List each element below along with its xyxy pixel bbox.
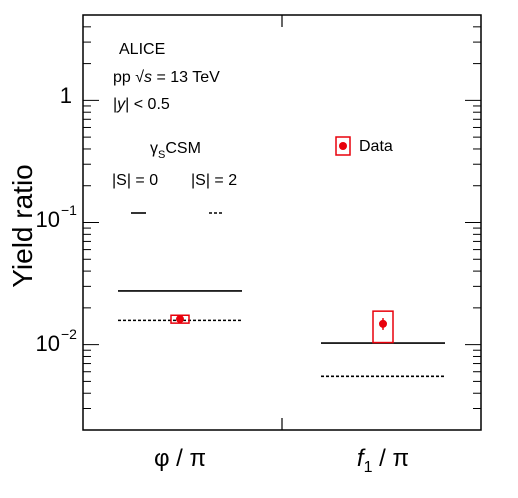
axis-ticks-group [83, 14, 481, 431]
model-lines-group [118, 290, 445, 378]
model-s0-label: |S| = 0 [112, 172, 158, 189]
y-tick-exp-0.01: −2 [61, 326, 77, 342]
experiment-label: ALICE [119, 41, 165, 58]
rapidity-label: |y| < 0.5 [113, 96, 170, 113]
y-tick-label-0.1: 10 [36, 207, 60, 232]
data-sys-box-1 [372, 310, 394, 344]
data-legend-box [335, 136, 351, 156]
x-category-label-f1: f1 / π [357, 445, 409, 476]
data-legend-label: Data [359, 138, 393, 155]
model-label: γSCSM [150, 140, 201, 161]
y-tick-label-1: 1 [60, 83, 72, 108]
model-s2-label: |S| = 2 [191, 172, 237, 189]
y-tick-exp-0.1: −1 [61, 202, 77, 218]
y-axis-title: Yield ratio [7, 164, 38, 287]
y-tick-label-0.01: 10 [36, 331, 60, 356]
data-points-group [170, 310, 394, 344]
collision-system-label: pp √s = 13 TeV [113, 69, 220, 86]
data-point-0 [176, 315, 184, 324]
data-legend-marker [339, 142, 347, 150]
data-point-1 [379, 319, 387, 328]
x-category-label-phi: φ / π [154, 445, 206, 472]
